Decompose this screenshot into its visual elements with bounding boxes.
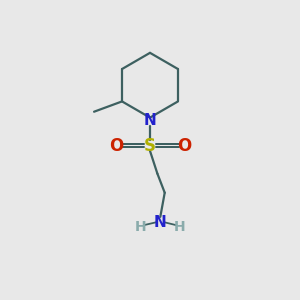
Text: S: S [144, 136, 156, 154]
Text: O: O [109, 136, 123, 154]
Text: H: H [135, 220, 146, 234]
Text: H: H [174, 220, 185, 234]
Text: O: O [177, 136, 191, 154]
Text: N: N [154, 214, 167, 230]
Text: N: N [144, 113, 156, 128]
